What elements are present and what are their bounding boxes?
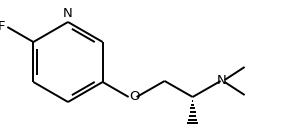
Text: F: F: [0, 20, 5, 34]
Text: O: O: [130, 91, 140, 103]
Text: N: N: [217, 74, 226, 88]
Text: N: N: [63, 7, 73, 20]
